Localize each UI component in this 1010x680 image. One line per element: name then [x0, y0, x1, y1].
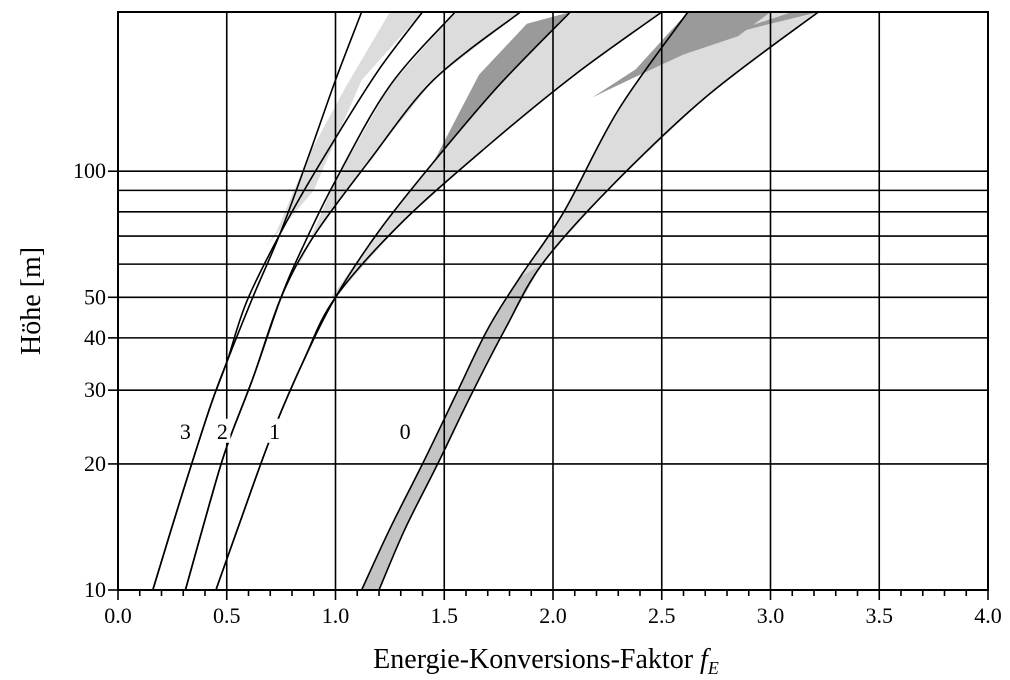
x-tick-label-1: 0.5 [213, 603, 241, 628]
y-tick-label-5: 100 [73, 158, 106, 183]
y-axis-title: Höhe [m] [16, 247, 47, 355]
y-tick-label-4: 50 [84, 284, 106, 309]
x-tick-label-8: 4.0 [974, 603, 1002, 628]
y-tick-label-0: 10 [84, 577, 106, 602]
curve-label-0: 0 [400, 419, 411, 444]
x-tick-label-0: 0.0 [104, 603, 132, 628]
curve-label-bg-1 [266, 418, 283, 443]
x-tick-label-3: 1.5 [431, 603, 459, 628]
curve-3-0 [152, 11, 363, 591]
y-tick-label-1: 20 [84, 451, 106, 476]
shaded-band-3 [361, 264, 543, 590]
curve-label-bg-2 [214, 418, 231, 443]
curve-2-3 [184, 11, 521, 591]
x-tick-label-7: 3.5 [866, 603, 894, 628]
x-axis-symbol: f [700, 644, 711, 675]
curve-1-5 [215, 11, 663, 591]
y-tick-label-3: 40 [84, 325, 106, 350]
shaded-bands [265, 12, 819, 590]
x-axis-subscript: E [707, 658, 719, 678]
x-tick-label-2: 1.0 [322, 603, 350, 628]
shaded-band-6 [592, 12, 771, 98]
axis-ticks [108, 170, 989, 600]
shaded-band-4 [520, 12, 819, 277]
curve-labels: 3 2 1 0 [177, 418, 414, 444]
curve-3-1 [152, 11, 424, 591]
x-axis-title: Energie-Konversions-Faktor fE [373, 644, 719, 678]
grid-lines [117, 12, 989, 591]
y-tick-label-2: 30 [84, 377, 106, 402]
x-tick-label-6: 3.0 [757, 603, 785, 628]
curve-label-bg-3 [177, 418, 194, 443]
curve-label-2: 2 [217, 419, 228, 444]
curve-0-6 [360, 11, 689, 591]
curve-label-bg-0 [397, 418, 414, 443]
curves [152, 11, 819, 591]
x-tick-label-4: 2.0 [539, 603, 567, 628]
curve-label-1: 1 [269, 419, 280, 444]
x-tick-label-5: 2.5 [648, 603, 676, 628]
curve-0-7 [378, 11, 819, 591]
curve-label-3: 3 [180, 419, 191, 444]
x-axis-title-text: Energie-Konversions-Faktor [373, 644, 694, 675]
